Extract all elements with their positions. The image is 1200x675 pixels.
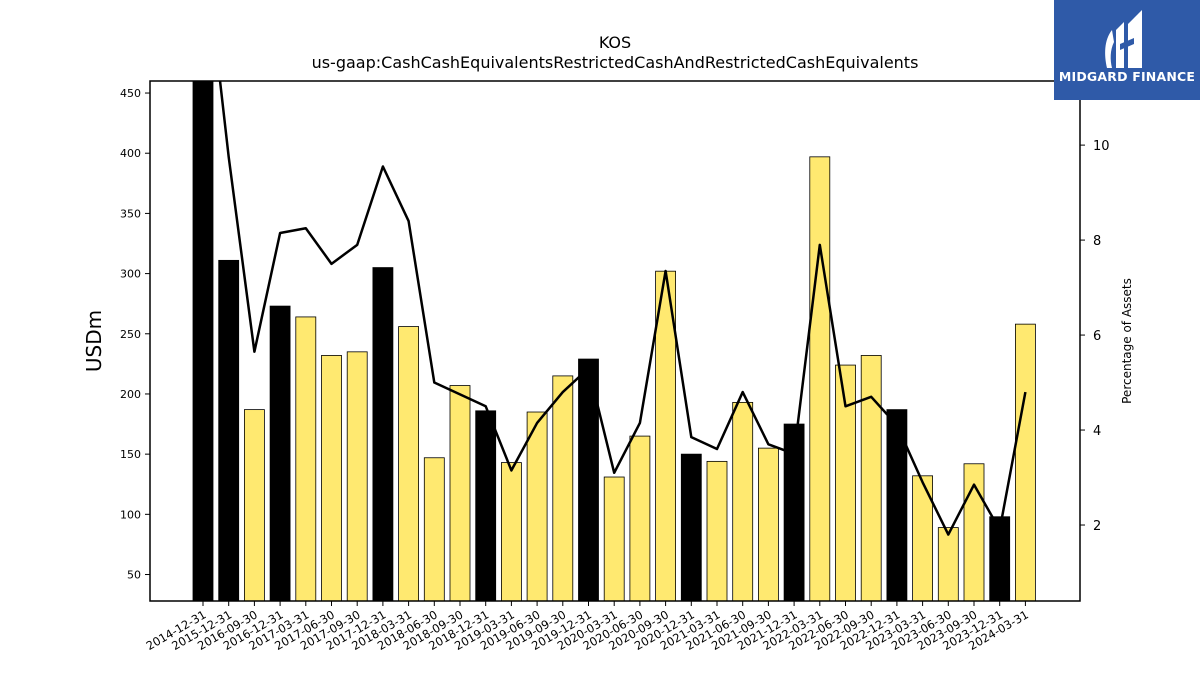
bar bbox=[552, 375, 574, 601]
y2-tick-label: 6 bbox=[1093, 329, 1101, 344]
bar bbox=[732, 401, 754, 601]
bar bbox=[758, 447, 779, 601]
y2-tick-label: 2 bbox=[1093, 519, 1101, 534]
bar bbox=[500, 462, 522, 601]
y-tick-label: 100 bbox=[120, 508, 141, 521]
bar bbox=[449, 385, 471, 601]
y-axis-label: USDm bbox=[82, 310, 106, 372]
y-tick-label: 450 bbox=[120, 87, 141, 100]
midgard-finance-logo: MIDGARD FINANCE bbox=[1054, 0, 1200, 100]
plot-area bbox=[192, 81, 1036, 601]
bar bbox=[372, 267, 394, 601]
logo-text: MIDGARD FINANCE bbox=[1058, 69, 1196, 84]
bar bbox=[398, 326, 420, 601]
chart-subtitle: us-gaap:CashCashEquivalentsRestrictedCas… bbox=[311, 53, 919, 72]
y2-axis-label: Percentage of Assets bbox=[1120, 278, 1134, 404]
bar bbox=[243, 409, 265, 601]
bar bbox=[603, 476, 625, 601]
bar bbox=[192, 81, 214, 601]
bar bbox=[295, 316, 317, 601]
bar bbox=[809, 156, 831, 601]
bar bbox=[706, 460, 728, 601]
bar bbox=[912, 475, 933, 601]
y2-tick-label: 10 bbox=[1093, 139, 1110, 154]
bar bbox=[321, 355, 342, 601]
bar bbox=[423, 457, 445, 601]
bar bbox=[1015, 323, 1036, 601]
bar bbox=[860, 355, 882, 601]
y-tick-label: 300 bbox=[120, 268, 141, 281]
bar bbox=[218, 259, 240, 601]
bar bbox=[526, 411, 548, 601]
bar bbox=[629, 435, 651, 601]
bar bbox=[937, 527, 959, 601]
bar bbox=[963, 463, 985, 601]
logo-mark-icon bbox=[1105, 10, 1142, 68]
percentage-line bbox=[218, 81, 1027, 536]
y-tick-label: 250 bbox=[120, 328, 141, 341]
y-tick-label: 400 bbox=[120, 147, 141, 160]
y2-tick-label: 4 bbox=[1093, 424, 1101, 439]
y2-tick-label: 8 bbox=[1093, 234, 1101, 249]
bar bbox=[475, 410, 497, 601]
bar bbox=[680, 453, 702, 601]
y-tick-label: 200 bbox=[120, 388, 141, 401]
bar bbox=[886, 409, 908, 601]
chart-title: KOS bbox=[598, 33, 632, 52]
bar bbox=[269, 305, 291, 601]
bar bbox=[346, 351, 368, 601]
y-tick-label: 150 bbox=[120, 448, 141, 461]
y-tick-label: 50 bbox=[127, 569, 141, 582]
y-tick-label: 350 bbox=[120, 207, 141, 220]
plot-frame bbox=[149, 80, 1081, 602]
